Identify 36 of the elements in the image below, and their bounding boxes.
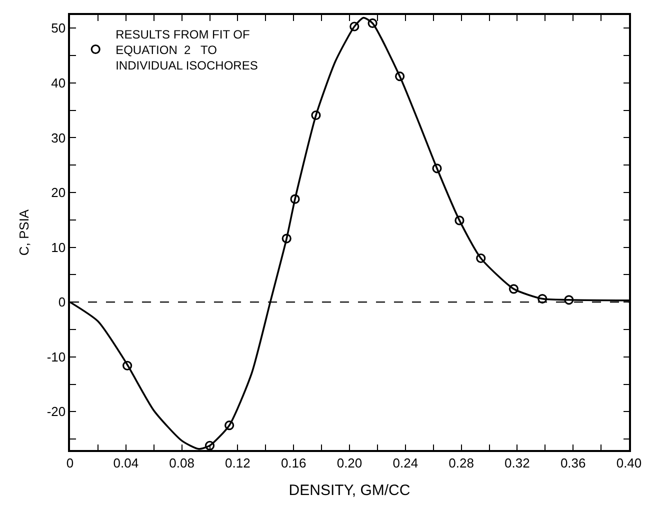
- x-tick-label: 0.20: [336, 455, 362, 470]
- x-tick-label: 0.16: [280, 455, 306, 470]
- x-tick-label: 0.28: [448, 455, 474, 470]
- x-axis-title: DENSITY, GM/CC: [288, 482, 410, 499]
- point: [395, 72, 405, 82]
- point: [282, 234, 292, 244]
- x-tick-label: 0.08: [169, 455, 194, 470]
- y-tick-label: 20: [51, 185, 66, 200]
- legend-label: RESULTS FROM FIT OF EQUATION 2 TO INDIVIDUAL ISOCHORES: [116, 27, 258, 73]
- x-tick-label: 0.12: [225, 455, 250, 470]
- y-tick-label: 30: [51, 130, 66, 146]
- y-tick-label: 0: [58, 294, 66, 310]
- point: [122, 360, 132, 370]
- y-tick-label: 50: [51, 20, 66, 36]
- x-tick-label: 0.40: [616, 455, 642, 470]
- point: [290, 194, 300, 204]
- point: [454, 216, 464, 226]
- point: [476, 253, 486, 264]
- x-tick-label: 0.04: [113, 455, 139, 470]
- point: [564, 295, 574, 305]
- point: [432, 164, 442, 174]
- x-tick-label: 0.24: [392, 455, 418, 470]
- x-tick-label: 0.32: [504, 455, 530, 470]
- y-tick-label: -20: [46, 404, 66, 420]
- point: [538, 294, 548, 304]
- point: [311, 110, 321, 120]
- point: [368, 18, 378, 28]
- y-tick-label: 10: [51, 240, 66, 255]
- point: [224, 420, 234, 430]
- y-tick-label: 40: [51, 75, 66, 90]
- y-axis-title: C, PSIA: [16, 209, 32, 256]
- x-tick-label: 0.36: [560, 455, 586, 470]
- point: [204, 440, 215, 450]
- point: [350, 22, 360, 32]
- point: [508, 284, 519, 294]
- y-tick-label: -10: [46, 349, 66, 364]
